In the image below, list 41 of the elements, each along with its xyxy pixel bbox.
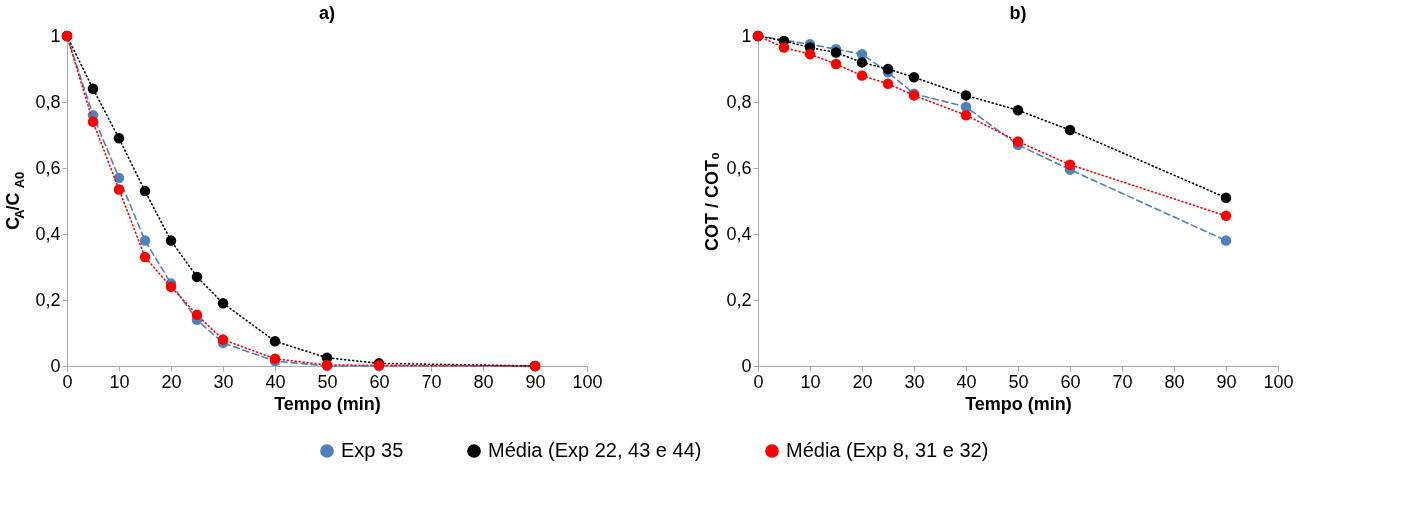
- y-tick-label: 0,4: [35, 223, 61, 244]
- y-tick-label: 0,2: [35, 289, 61, 310]
- legend-label: Média (Exp 22, 43 e 44): [488, 439, 702, 461]
- x-tick-label: 30: [904, 371, 925, 392]
- x-tick-label: 30: [213, 371, 234, 392]
- y-axis-title: COT / COT₀: [702, 151, 723, 252]
- x-tick-label: 40: [265, 371, 286, 392]
- x-tick-label: 60: [1060, 371, 1081, 392]
- x-tick-label: 70: [421, 371, 442, 392]
- y-tick-label: 0,6: [35, 157, 61, 178]
- x-tick-label: 10: [800, 371, 821, 392]
- x-axis-title: Tempo (min): [965, 393, 1072, 414]
- legend-label: Exp 35: [341, 439, 404, 461]
- x-tick-label: 10: [109, 371, 130, 392]
- x-tick-label: 70: [1112, 371, 1133, 392]
- x-tick-label: 20: [161, 371, 182, 392]
- x-tick-label: 90: [1216, 371, 1237, 392]
- x-axis-title: Tempo (min): [274, 393, 381, 414]
- x-tick-label: 60: [369, 371, 390, 392]
- y-tick-label: 1: [741, 25, 752, 46]
- y-tick-label: 0: [50, 355, 61, 376]
- y-tick-label: 0,4: [726, 223, 752, 244]
- y-tick-label: 0,2: [726, 289, 752, 310]
- chart-title: b): [1009, 3, 1027, 23]
- y-tick-label: 0,8: [35, 91, 61, 112]
- chart-title: a): [318, 3, 336, 23]
- y-tick-label: 0: [741, 355, 752, 376]
- x-tick-label: 50: [317, 371, 338, 392]
- x-tick-label: 100: [572, 371, 603, 392]
- x-tick-label: 40: [956, 371, 977, 392]
- x-tick-label: 20: [852, 371, 873, 392]
- x-tick-label: 80: [473, 371, 494, 392]
- y-tick-label: 0,8: [726, 91, 752, 112]
- y-axis-title: CA/CA0: [3, 171, 27, 230]
- x-tick-label: 80: [1164, 371, 1185, 392]
- x-tick-label: 90: [525, 371, 546, 392]
- y-tick-label: 0,6: [726, 157, 752, 178]
- y-tick-label: 1: [50, 25, 61, 46]
- x-tick-label: 100: [1263, 371, 1294, 392]
- legend-label: Média (Exp 8, 31 e 32): [786, 439, 989, 461]
- x-tick-label: 50: [1008, 371, 1029, 392]
